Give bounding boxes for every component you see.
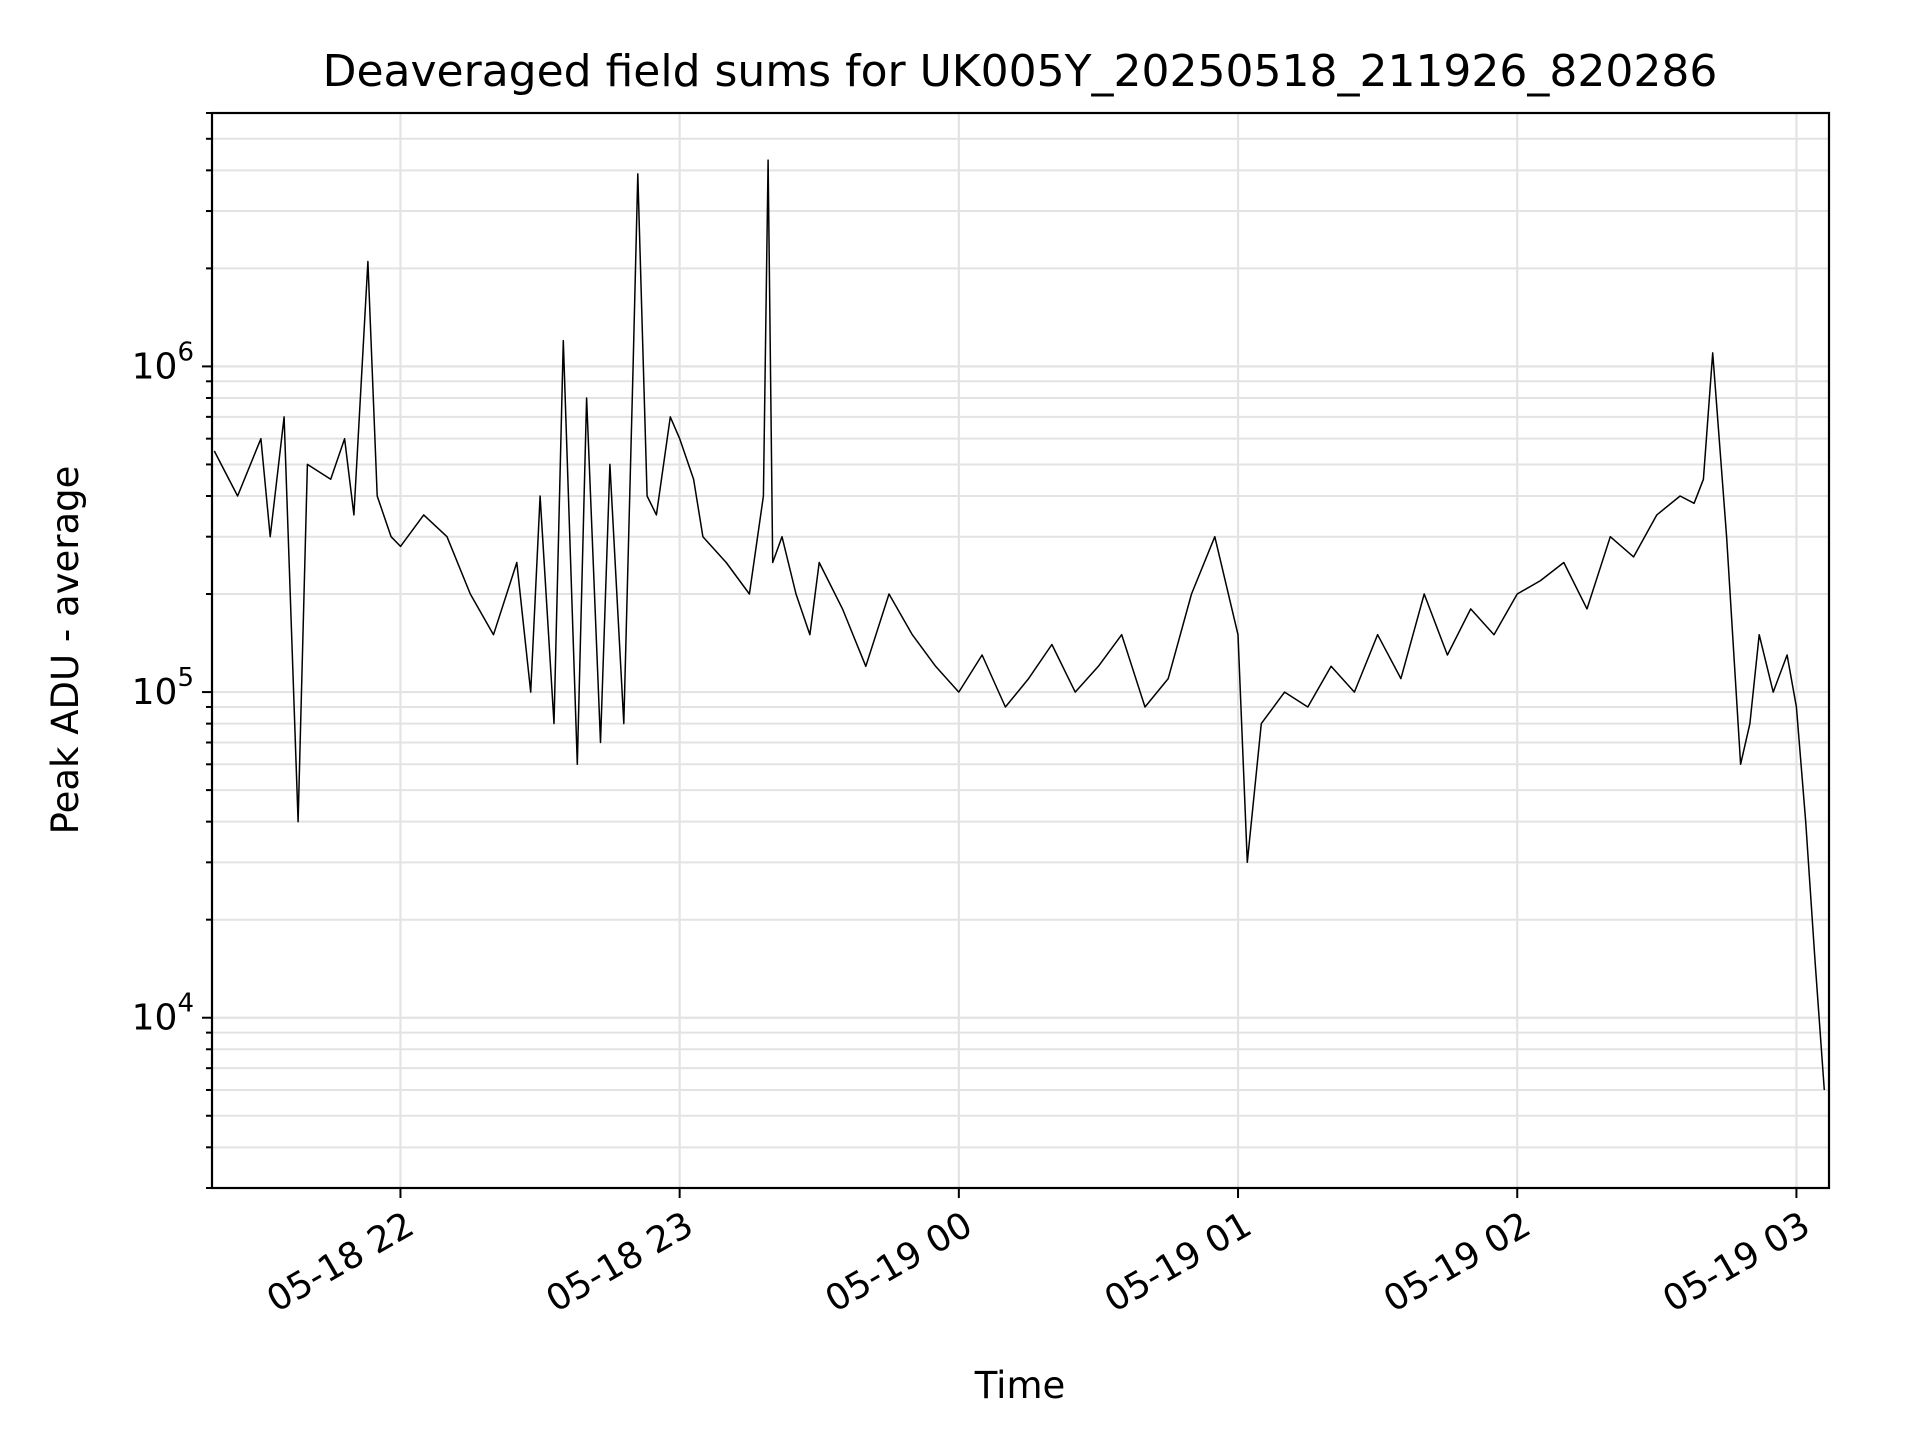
y-axis-label: Peak ADU - average	[44, 466, 87, 835]
series-layer	[213, 159, 1826, 1091]
plot-frame	[210, 111, 1831, 1190]
y-tick-label: 104	[132, 989, 194, 1039]
chart-title: Deaveraged field sums for UK005Y_2025051…	[323, 46, 1718, 97]
series-line	[213, 159, 1826, 1091]
y-tick-label: 105	[132, 663, 194, 713]
y-tick-label: 106	[132, 337, 194, 387]
grid	[212, 112, 1829, 1189]
x-axis-label: Time	[974, 1364, 1066, 1407]
